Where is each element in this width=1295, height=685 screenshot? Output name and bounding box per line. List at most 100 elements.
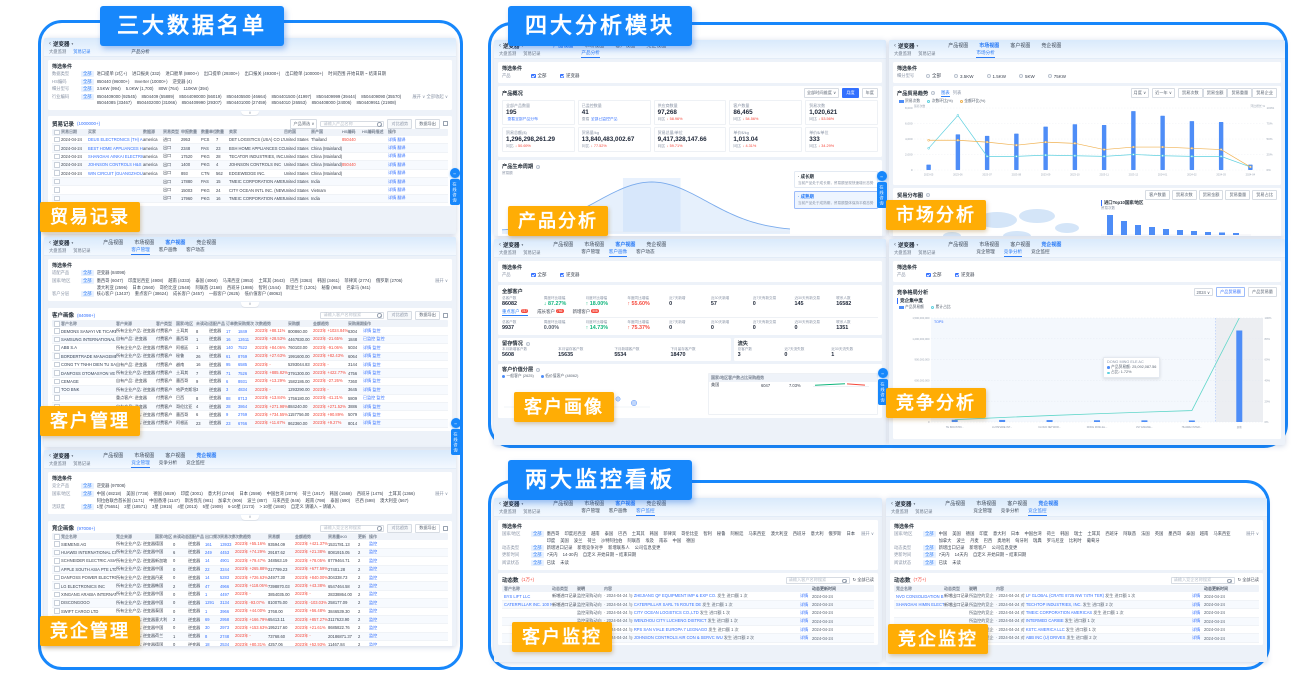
filter-option[interactable]: 阿联酋 — [627, 538, 641, 544]
filter-all-chip[interactable]: 全部 — [81, 490, 94, 497]
table-row[interactable]: 2024-04-24 WIN CIRCUIT (GUANGZHOU) LTDame… — [52, 170, 448, 178]
filter-option[interactable]: 越南 — [590, 531, 600, 537]
back-icon[interactable]: ‹ — [49, 40, 51, 47]
sub-tab[interactable]: 客户动态 — [186, 247, 205, 252]
filter-all-chip[interactable]: 全部 — [923, 559, 936, 566]
company-link[interactable]: KSTC AMERICA LLC — [1025, 626, 1065, 632]
filter-all-chip[interactable]: 全部 — [531, 544, 544, 551]
checkbox-icon[interactable] — [531, 272, 536, 278]
table-row[interactable]: 2024-04-24 SHANGHAI AINKAI ELECTRICAL MAC… — [52, 153, 448, 162]
table-row[interactable]: DANFOSS OTOMASYON VE KONT所有企业产品: 逆变器付费客户… — [52, 369, 448, 378]
filter-option[interactable]: 850440 (96000+) — [96, 78, 130, 84]
filter-option[interactable]: 6-10星 (2173) — [227, 504, 255, 510]
filter-option[interactable]: 出口舱单 (100000+) — [285, 71, 324, 77]
fullscreen-icon[interactable] — [443, 525, 448, 531]
column-header[interactable]: HS编码 — [342, 129, 356, 135]
trade-volume-button[interactable]: 产品贸易量 — [1248, 287, 1277, 297]
checkbox-icon[interactable] — [954, 272, 959, 278]
filter-option[interactable]: 韩国 — [649, 531, 659, 537]
quick-link-dashboard[interactable]: 大盘监测 — [499, 509, 517, 514]
year-select[interactable]: 2024 ∨ — [1193, 287, 1214, 297]
filter-option[interactable]: Inverter (10000+) — [134, 78, 168, 84]
filter-option[interactable]: 85044010 (26553) — [271, 99, 307, 105]
column-header[interactable]: 卖家 — [229, 129, 237, 135]
filter-option[interactable]: 越南 — [1199, 531, 1209, 537]
row-checkbox[interactable] — [54, 196, 61, 202]
table-row[interactable]: 所监控的竞企 · 2024-04-24 对 INTERMED CARIBE 发生… — [894, 617, 1259, 627]
nav-tab[interactable]: 产品视图 — [103, 240, 124, 246]
company-link[interactable]: RPS SAN VIALE EUROPA 7 LEGNAGO — [633, 626, 708, 632]
collapse-chevron-icon[interactable] — [241, 515, 259, 520]
column-header[interactable]: 数量单位 — [201, 129, 216, 135]
sub-tab[interactable]: 竞企管理 — [973, 508, 992, 513]
column-header[interactable]: 客户类型 — [156, 320, 172, 326]
competitor-name-link[interactable]: NVO CONSOLIDATION B.V. (S — [896, 593, 944, 599]
filter-option[interactable]: 西班牙 (1475) — [356, 490, 384, 496]
competitor-name-link[interactable]: SHANGHAI HIMIN ELECTRICA... — [896, 602, 944, 608]
table-row[interactable]: 2024-04-24 DEUS ELECTRONICS (TH) ASIANS P… — [52, 136, 448, 145]
filter-all-chip[interactable]: 全部 — [531, 531, 544, 538]
column-header[interactable]: 数据源 — [143, 129, 155, 135]
filter-option[interactable]: 荷兰 — [587, 538, 596, 544]
column-header[interactable]: 国家/地区 — [176, 320, 194, 326]
column-header[interactable]: 贸易日期 — [61, 129, 77, 135]
column-header[interactable]: 采购频次 — [238, 320, 254, 326]
column-header[interactable]: 适配产品 — [209, 320, 225, 326]
layer-legend-item[interactable]: 一般客户 (2625) — [502, 374, 534, 379]
segment-tab[interactable]: 新增客户 506 — [572, 308, 599, 314]
filter-expand[interactable]: 展开 ∨ — [435, 277, 448, 283]
sub-tab[interactable]: 竞企管理 — [976, 249, 995, 254]
filter-option[interactable]: 8504401000 (27459) — [226, 99, 267, 105]
checkbox-icon[interactable] — [926, 272, 931, 278]
filter-option[interactable]: 自定义 开始日期 ~ 结束日期 — [972, 552, 1027, 558]
product-switcher[interactable]: 逆变器 — [53, 453, 70, 460]
company-link[interactable]: JOHNSON CONTROLS AIR CON & SERVC WU — [633, 635, 723, 641]
nav-tab[interactable]: 竞企视图 — [1038, 501, 1059, 507]
model-radio[interactable]: 全部 — [926, 73, 941, 79]
table-row[interactable]: SAMSUNG INTERNATIONAL INC.自有产品: 逆变器 付费客户墨… — [52, 335, 448, 345]
filter-option[interactable]: 加拿大 (906) — [218, 497, 243, 503]
select-all-checkbox[interactable] — [54, 321, 61, 327]
nav-tab[interactable]: 竞企视图 — [1041, 242, 1062, 248]
filter-option[interactable]: 未读 — [952, 559, 961, 565]
model-radio[interactable]: 1.5KW — [986, 73, 1006, 79]
filter-option[interactable]: 核心客户 (13437) — [96, 291, 130, 297]
product-switcher[interactable]: 逆变器 — [898, 242, 915, 249]
filter-option[interactable]: 中国台湾 — [1024, 531, 1042, 537]
filter-option[interactable]: 越南 (798) — [305, 497, 326, 503]
column-header[interactable]: 数量 — [216, 129, 224, 135]
filter-option[interactable]: 哥伦比亚 — [681, 531, 699, 537]
filter-option[interactable]: 马来西亚 — [748, 531, 766, 537]
quick-link-dashboard[interactable]: 大盘监测 — [49, 49, 67, 54]
filter-option[interactable]: 泰国 (4060) — [195, 277, 218, 283]
nav-tab[interactable]: 竞企视图 — [1041, 43, 1062, 49]
nav-tab[interactable]: 市场视图 — [134, 240, 155, 246]
export-button[interactable]: 数据导出 — [415, 119, 440, 129]
row-checkbox[interactable] — [54, 387, 61, 393]
filter-option[interactable]: 哥伦比亚 (2548) — [159, 284, 191, 290]
product-filter-select[interactable]: 产品筛选 ∨ — [290, 119, 318, 129]
table-row[interactable]: XINGANG ARABIA INTERNATIONAL所有企业产品: 逆变器中… — [52, 591, 448, 600]
detail-link[interactable]: 详情 — [1192, 601, 1201, 607]
search-icon[interactable] — [376, 526, 382, 532]
dist-metric-button[interactable]: 贸易重量 — [1225, 190, 1251, 200]
filter-all-chip[interactable]: 全部 — [923, 531, 936, 538]
filter-option[interactable]: 匈牙利 — [1015, 538, 1029, 544]
table-row[interactable]: SWIFT CARGO LTD 所有企业产品: 逆变器 泰国 0 逆变器 1 3966 202… — [52, 608, 448, 616]
filter-option[interactable]: 4星 (2013) — [177, 504, 198, 510]
filter-all-chip[interactable]: 全部 — [81, 277, 94, 284]
filter-option[interactable]: 日本 — [1010, 531, 1020, 537]
column-header[interactable]: 国家/地区 — [155, 533, 173, 539]
nav-tab[interactable]: 产品视图 — [553, 43, 574, 49]
row-checkbox[interactable] — [54, 395, 61, 401]
detail-link[interactable]: 详情 — [800, 601, 809, 607]
filter-all-chip[interactable]: 全部 — [81, 93, 94, 100]
column-header[interactable]: 出口频次 — [205, 533, 220, 539]
column-header[interactable]: 说明 — [969, 585, 977, 591]
filter-option[interactable]: 墨西哥 — [1168, 531, 1182, 537]
row-checkbox[interactable] — [54, 592, 61, 598]
filter-option[interactable]: 印度 — [546, 538, 556, 544]
column-header[interactable]: 竞企名称 — [61, 533, 77, 539]
filter-option[interactable]: 土耳其 — [631, 531, 645, 537]
chat-icon[interactable] — [449, 168, 460, 178]
